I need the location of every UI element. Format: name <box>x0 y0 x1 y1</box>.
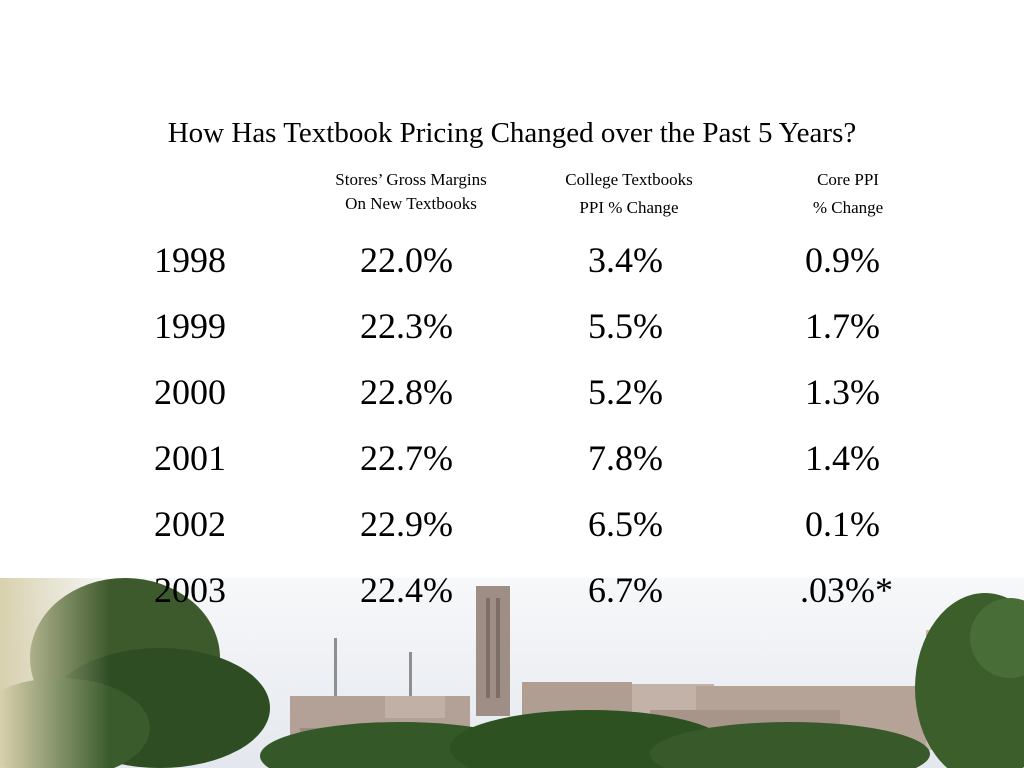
header-line-1: Core PPI <box>817 170 879 189</box>
table-row: 2002 22.9% 6.5% 0.1% <box>0 504 1024 570</box>
year-cell: 1999 <box>154 306 226 346</box>
header-line-1: Stores’ Gross Margins <box>335 170 487 189</box>
core-ppi-cell: 0.9% <box>805 240 880 280</box>
column-header-core-ppi: Core PPI % Change <box>758 168 938 220</box>
textbook-ppi-cell: 3.4% <box>588 240 663 280</box>
column-header-textbook-ppi: College Textbooks PPI % Change <box>531 168 727 220</box>
campus-photo <box>0 578 1024 768</box>
table-row: 1998 22.0% 3.4% 0.9% <box>0 240 1024 306</box>
textbook-ppi-cell: 6.5% <box>588 504 663 544</box>
textbook-ppi-cell: 6.7% <box>588 570 663 610</box>
margin-cell: 22.8% <box>360 372 453 412</box>
table-row: 2001 22.7% 7.8% 1.4% <box>0 438 1024 504</box>
margin-cell: 22.9% <box>360 504 453 544</box>
header-line-2: % Change <box>812 198 884 217</box>
year-cell: 2000 <box>154 372 226 412</box>
column-header-gross-margins: Stores’ Gross Margins On New Textbooks <box>306 168 516 216</box>
table-row: 2000 22.8% 5.2% 1.3% <box>0 372 1024 438</box>
core-ppi-cell: 1.4% <box>805 438 880 478</box>
year-cell: 1998 <box>154 240 226 280</box>
margin-cell: 22.7% <box>360 438 453 478</box>
header-line-2: On New Textbooks <box>345 194 477 213</box>
core-ppi-cell: .03%* <box>800 570 893 610</box>
margin-cell: 22.3% <box>360 306 453 346</box>
year-cell: 2002 <box>154 504 226 544</box>
margin-cell: 22.4% <box>360 570 453 610</box>
margin-cell: 22.0% <box>360 240 453 280</box>
core-ppi-cell: 1.7% <box>805 306 880 346</box>
table-row: 1999 22.3% 5.5% 1.7% <box>0 306 1024 372</box>
textbook-ppi-cell: 5.2% <box>588 372 663 412</box>
textbook-ppi-cell: 5.5% <box>588 306 663 346</box>
header-line-2: PPI % Change <box>579 198 679 217</box>
header-line-1: College Textbooks <box>565 170 693 189</box>
year-cell: 2001 <box>154 438 226 478</box>
core-ppi-cell: 0.1% <box>805 504 880 544</box>
core-ppi-cell: 1.3% <box>805 372 880 412</box>
textbook-ppi-cell: 7.8% <box>588 438 663 478</box>
table-row: 2003 22.4% 6.7% .03%* <box>0 570 1024 636</box>
slide-title: How Has Textbook Pricing Changed over th… <box>167 117 857 149</box>
year-cell: 2003 <box>154 570 226 610</box>
